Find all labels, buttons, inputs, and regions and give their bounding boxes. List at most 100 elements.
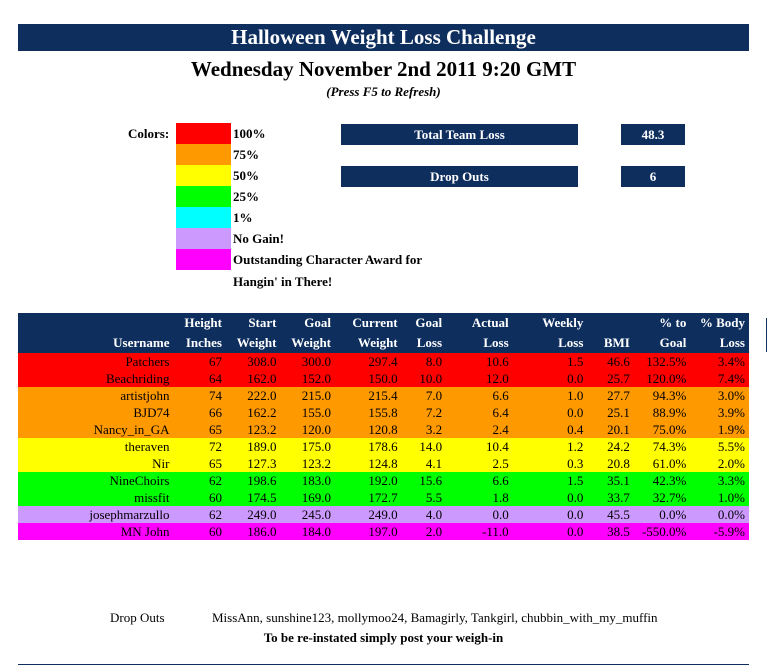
cell-goal-loss: 5.5 — [425, 490, 443, 505]
cell-current-weight: 297.4 — [368, 354, 398, 369]
cell-current-weight: 120.8 — [368, 422, 398, 437]
cell-goal-loss: 8.0 — [425, 354, 443, 369]
header-bottom: BMI — [587, 333, 634, 353]
cell-weekly-loss: 0.0 — [567, 490, 584, 505]
legend-label-character-award-line2: Hangin' in There! — [233, 274, 333, 289]
cell-bmi: 33.7 — [607, 490, 630, 505]
cell-percent-to-goal: 42.3% — [652, 473, 687, 488]
cell-username: artistjohn — [120, 388, 170, 403]
cell-goal-weight: 184.0 — [301, 524, 332, 539]
legend-label-100: 100% — [233, 126, 266, 141]
cell-bmi: 25.7 — [607, 371, 630, 386]
cell-weekly-loss: 0.3 — [567, 456, 584, 471]
legend-swatch-50 — [176, 165, 231, 186]
cell-percent-body-loss: 1.9% — [717, 422, 745, 437]
cell-percent-to-goal: 0.0% — [659, 507, 687, 522]
header-top: Actual — [446, 313, 513, 333]
cell-actual-loss: 2.4 — [492, 422, 509, 437]
cell-username: Beachriding — [105, 371, 170, 386]
cell-current-weight: 178.6 — [368, 439, 398, 454]
cell-bmi: 25.1 — [607, 405, 630, 420]
cell-goal-loss: 7.0 — [425, 388, 443, 403]
cell-goal-loss: 15.6 — [419, 473, 443, 488]
cell-username: theraven — [124, 439, 170, 454]
cell-current-weight: 172.7 — [368, 490, 398, 505]
dropouts-label: Drop Outs — [110, 610, 165, 625]
cell-weekly-loss: 0.0 — [567, 371, 584, 386]
cell-goal-weight: 120.0 — [301, 422, 332, 437]
cell-goal-weight: 215.0 — [301, 388, 332, 403]
table-row: NineChoirs 62 198.6 183.0 192.0 15.6 6.6 1.5 35.… — [18, 472, 749, 489]
table-header-row-bottom: Username Inches Weight Weight Weight Los… — [18, 333, 749, 353]
legend-swatch-no-gain — [176, 228, 231, 249]
table-body: Patchers 67 308.0 300.0 297.4 8.0 10.6 1.5 46.6 1… — [18, 353, 749, 540]
cell-current-weight: 249.0 — [368, 507, 398, 522]
cell-weekly-loss: 1.0 — [567, 388, 584, 403]
header-bottom: Weight — [225, 333, 281, 353]
header-bottom: Loss — [512, 333, 588, 353]
cell-current-weight: 215.4 — [368, 388, 398, 403]
header-bottom: Loss — [690, 333, 749, 353]
legend-label-character-award: Outstanding Character Award for — [233, 252, 423, 267]
drop-outs-label: Drop Outs — [341, 166, 578, 187]
cell-percent-body-loss: 3.3% — [717, 473, 745, 488]
cell-percent-body-loss: 7.4% — [717, 371, 745, 386]
table-row: artistjohn 74 222.0 215.0 215.4 7.0 6.6 1.0 27.7… — [18, 387, 749, 404]
cell-start-weight: 308.0 — [247, 354, 277, 369]
table-row: Patchers 67 308.0 300.0 297.4 8.0 10.6 1.5 46.6 1… — [18, 353, 749, 370]
cell-start-weight: 162.2 — [247, 405, 277, 420]
header-top: Current — [335, 313, 402, 333]
legend-label-1: 1% — [233, 210, 253, 225]
cell-goal-weight: 300.0 — [301, 354, 332, 369]
cell-bmi: 45.5 — [607, 507, 630, 522]
total-team-loss-label: Total Team Loss — [341, 124, 578, 145]
cell-goal-weight: 152.0 — [301, 371, 332, 386]
cell-username: missfit — [134, 490, 170, 505]
cell-actual-loss: 1.8 — [492, 490, 509, 505]
total-team-loss-value: 48.3 — [621, 124, 685, 145]
cell-current-weight: 124.8 — [368, 456, 398, 471]
cell-username: Patchers — [125, 354, 170, 369]
cell-start-weight: 162.0 — [247, 371, 277, 386]
cell-height-inches: 62 — [208, 507, 222, 522]
cell-height-inches: 67 — [208, 354, 222, 369]
cell-percent-to-goal: 75.0% — [652, 422, 687, 437]
cell-bmi: 46.6 — [607, 354, 630, 369]
cell-start-weight: 249.0 — [247, 507, 277, 522]
cell-actual-loss: -11.0 — [482, 524, 509, 539]
cell-weekly-loss: 0.0 — [567, 507, 584, 522]
cell-goal-loss: 2.0 — [425, 524, 443, 539]
cell-current-weight: 150.0 — [368, 371, 398, 386]
cell-goal-loss: 7.2 — [425, 405, 443, 420]
header-bottom: Loss — [446, 333, 513, 353]
cell-percent-body-loss: 5.5% — [717, 439, 745, 454]
cell-bmi: 38.5 — [607, 524, 630, 539]
header-top: % Body — [690, 313, 749, 333]
cell-start-weight: 123.2 — [247, 422, 277, 437]
cell-goal-loss: 4.1 — [425, 456, 443, 471]
cell-weekly-loss: 1.5 — [567, 354, 584, 369]
table-row: Beachriding 64 162.0 152.0 150.0 10.0 12.0 0.0 2… — [18, 370, 749, 387]
cell-weekly-loss: 1.5 — [567, 473, 584, 488]
legend-label-50: 50% — [233, 168, 259, 183]
cell-percent-to-goal: 88.9% — [652, 405, 687, 420]
cell-goal-weight: 175.0 — [301, 439, 332, 454]
cell-actual-loss: 0.0 — [492, 507, 509, 522]
cell-current-weight: 155.8 — [368, 405, 398, 420]
cell-start-weight: 127.3 — [247, 456, 277, 471]
cell-start-weight: 198.6 — [247, 473, 277, 488]
cell-goal-loss: 10.0 — [419, 371, 443, 386]
cell-goal-weight: 123.2 — [301, 456, 332, 471]
cell-actual-loss: 10.4 — [485, 439, 509, 454]
cell-bmi: 20.8 — [607, 456, 630, 471]
legend-swatch-100 — [176, 123, 231, 144]
header-top: Start — [225, 313, 281, 333]
dropouts-list: MissAnn, sunshine123, mollymoo24, Bamagi… — [212, 610, 658, 625]
cell-percent-body-loss: 2.0% — [717, 456, 745, 471]
cell-height-inches: 66 — [208, 405, 222, 420]
cell-actual-loss: 6.6 — [492, 473, 509, 488]
cell-actual-loss: 12.0 — [485, 371, 509, 386]
cell-height-inches: 62 — [208, 473, 222, 488]
cell-weekly-loss: 0.4 — [567, 422, 584, 437]
cell-username: josephmarzullo — [89, 507, 170, 522]
